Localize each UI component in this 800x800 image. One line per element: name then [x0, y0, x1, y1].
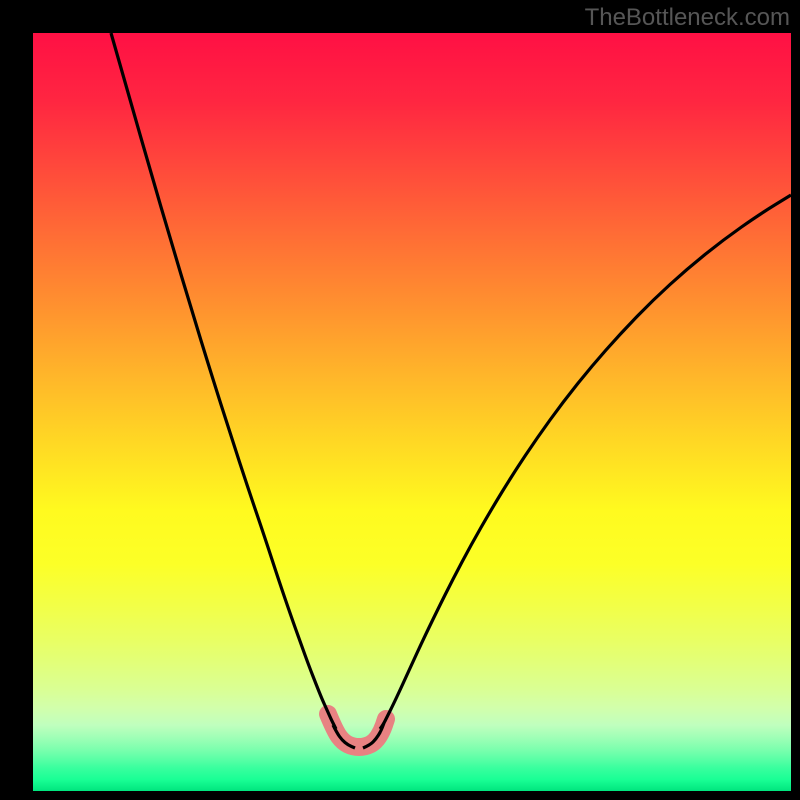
- chart-frame: TheBottleneck.com: [0, 0, 800, 800]
- plot-area: [33, 33, 791, 791]
- black-curve-right: [380, 195, 791, 729]
- black-curve-left: [111, 33, 336, 729]
- curve-layer: [33, 33, 791, 791]
- watermark-text: TheBottleneck.com: [585, 4, 790, 32]
